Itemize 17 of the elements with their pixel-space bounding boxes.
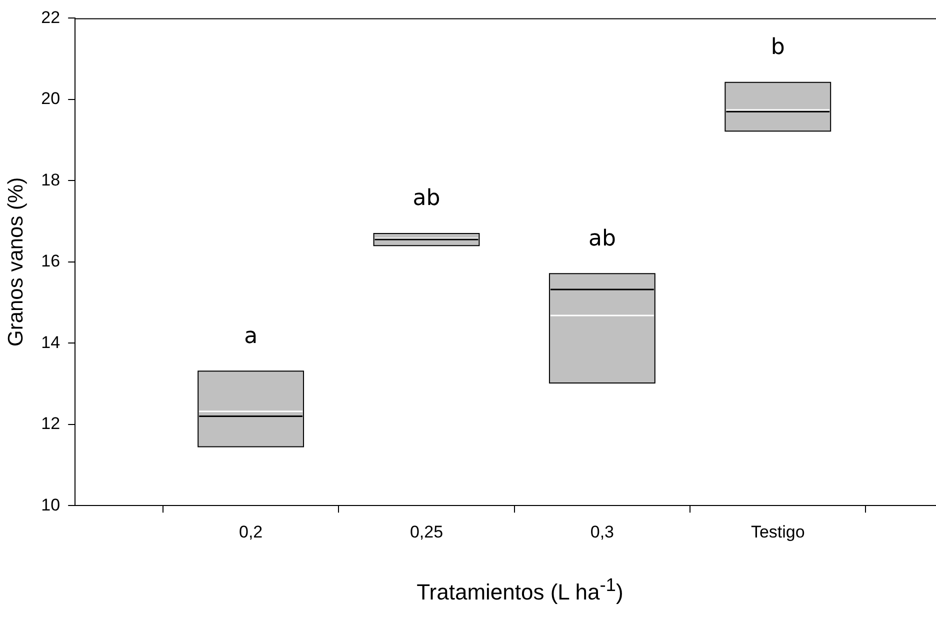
y-axis-title: Granos vanos (%) xyxy=(4,177,28,347)
y-tick-label: 20 xyxy=(41,89,60,108)
y-tick-label: 18 xyxy=(41,170,60,190)
y-tick-label: 12 xyxy=(41,414,60,434)
y-tick-label: 22 xyxy=(41,8,60,27)
x-tick-label: 0,3 xyxy=(590,522,614,542)
annotation: ab xyxy=(588,226,616,252)
annotation: ab xyxy=(412,186,440,212)
annotation: b xyxy=(770,35,785,60)
x-tick-label: Testigo xyxy=(750,522,805,542)
x-tick-label: 0,2 xyxy=(238,522,263,542)
y-tick-label: 14 xyxy=(41,332,60,352)
y-tick-label: 16 xyxy=(41,252,60,271)
y-tick-label: 10 xyxy=(41,495,60,514)
x-tick-label: 0,25 xyxy=(410,522,444,542)
x-axis-title: Tratamientos (L ha$^{-1}$) xyxy=(416,574,624,606)
annotation: a xyxy=(244,324,258,349)
